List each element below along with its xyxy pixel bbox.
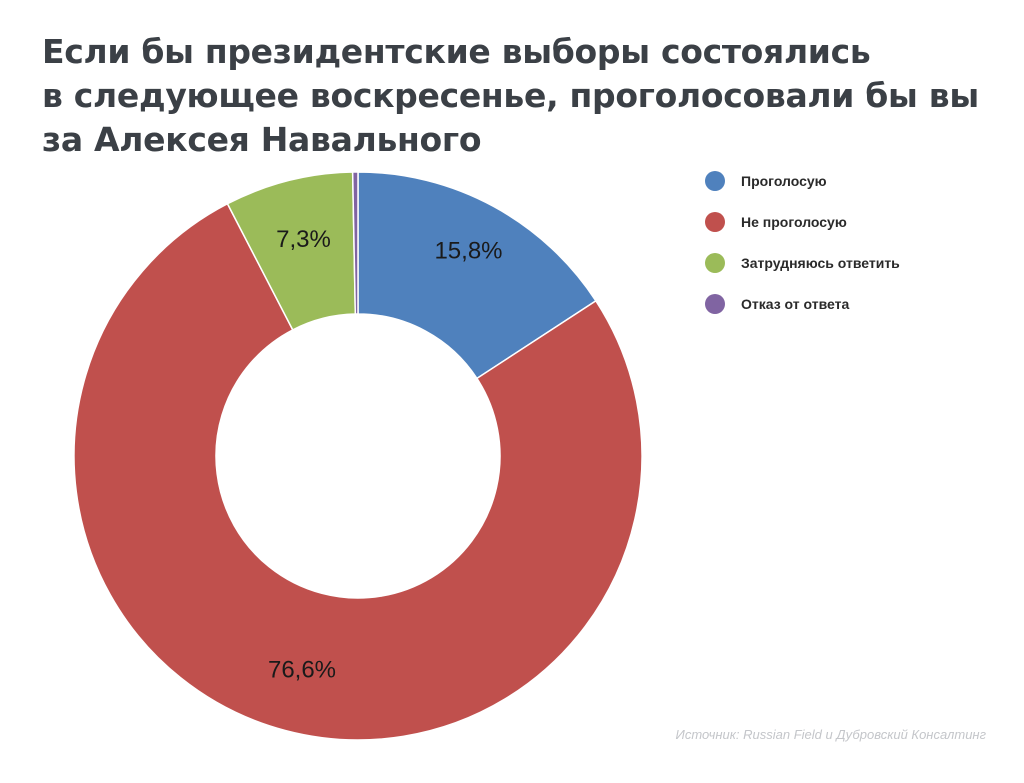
legend: Проголосую Не проголосую Затрудняюсь ответ… [705,170,900,334]
chart-title: Если бы президентские выборы состоялись … [42,30,1002,162]
legend-swatch-3 [705,294,725,314]
legend-label-2: Затрудняюсь ответить [741,255,900,271]
value-label-1: 76,6% [268,656,336,683]
legend-swatch-2 [705,253,725,273]
value-label-2: 7,3% [276,226,331,253]
legend-label-0: Проголосую [741,173,827,189]
donut-value-labels: 15,8% 76,6% 7,3% [268,226,503,683]
source-note: Источник: Russian Field и Дубровский Кон… [675,727,986,742]
title-line-2: в следующее воскресенье, проголосовали б… [42,76,979,115]
title-line-3: за Алексея Навального [42,120,482,159]
legend-item-1: Не проголосую [705,211,900,233]
donut-slices [73,171,643,741]
value-label-0: 15,8% [434,237,502,264]
title-line-1: Если бы президентские выборы состоялись [42,32,871,71]
legend-item-2: Затрудняюсь ответить [705,252,900,274]
legend-item-3: Отказ от ответа [705,293,900,315]
legend-swatch-1 [705,212,725,232]
slice-3 [351,171,359,315]
legend-label-1: Не проголосую [741,214,847,230]
slice-0 [357,171,597,380]
legend-swatch-0 [705,171,725,191]
legend-item-0: Проголосую [705,170,900,192]
slice-1 [73,202,643,741]
legend-label-3: Отказ от ответа [741,296,850,312]
